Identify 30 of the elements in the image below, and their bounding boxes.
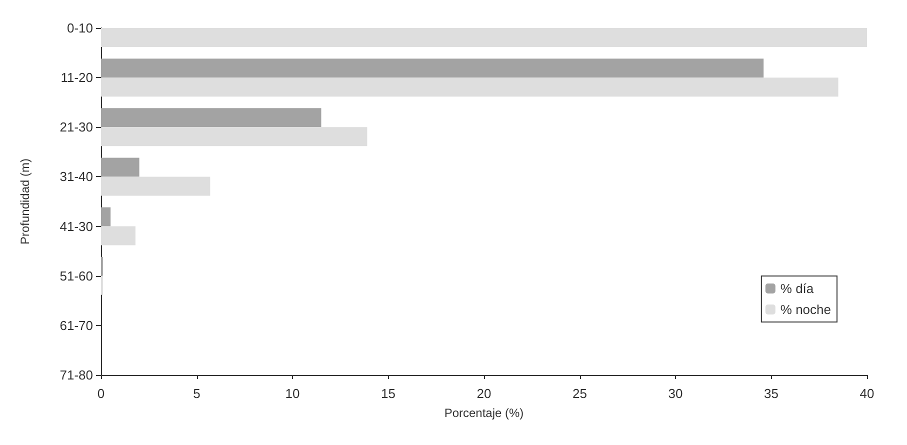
x-tick-label: 20 <box>476 386 492 401</box>
y-tick-label: 21-30 <box>60 120 93 135</box>
legend-label: % noche <box>780 302 832 317</box>
bar <box>101 226 136 246</box>
y-tick-label: 11-20 <box>60 70 93 86</box>
legend-label: % día <box>780 281 814 296</box>
bar <box>101 78 838 97</box>
bar <box>101 207 111 226</box>
y-tick-label: 31-40 <box>60 169 93 184</box>
x-tick-label: 15 <box>381 386 396 401</box>
y-axis-title: Profundidad (m) <box>18 158 32 245</box>
bar <box>101 176 210 196</box>
bar <box>101 127 368 146</box>
x-tick-label: 40 <box>860 386 874 401</box>
x-tick-label: 10 <box>285 386 300 401</box>
x-tick-label: 25 <box>572 386 587 401</box>
bar <box>101 108 322 128</box>
x-tick-label: 5 <box>193 386 200 401</box>
y-tick-label: 61-70 <box>60 318 93 333</box>
bar <box>101 58 764 78</box>
y-tick-label: 71-80 <box>60 368 93 382</box>
bar <box>101 158 140 177</box>
y-tick-label: 0-10 <box>66 20 93 36</box>
y-tick-label: 51-60 <box>60 268 93 284</box>
x-tick-label: 35 <box>764 386 778 401</box>
x-axis-title: Porcentaje (%) <box>444 406 524 420</box>
bar <box>101 28 867 47</box>
y-tick-label: 41-30 <box>60 218 93 234</box>
x-tick-label: 30 <box>668 386 683 401</box>
x-tick-label: 0 <box>97 386 105 401</box>
